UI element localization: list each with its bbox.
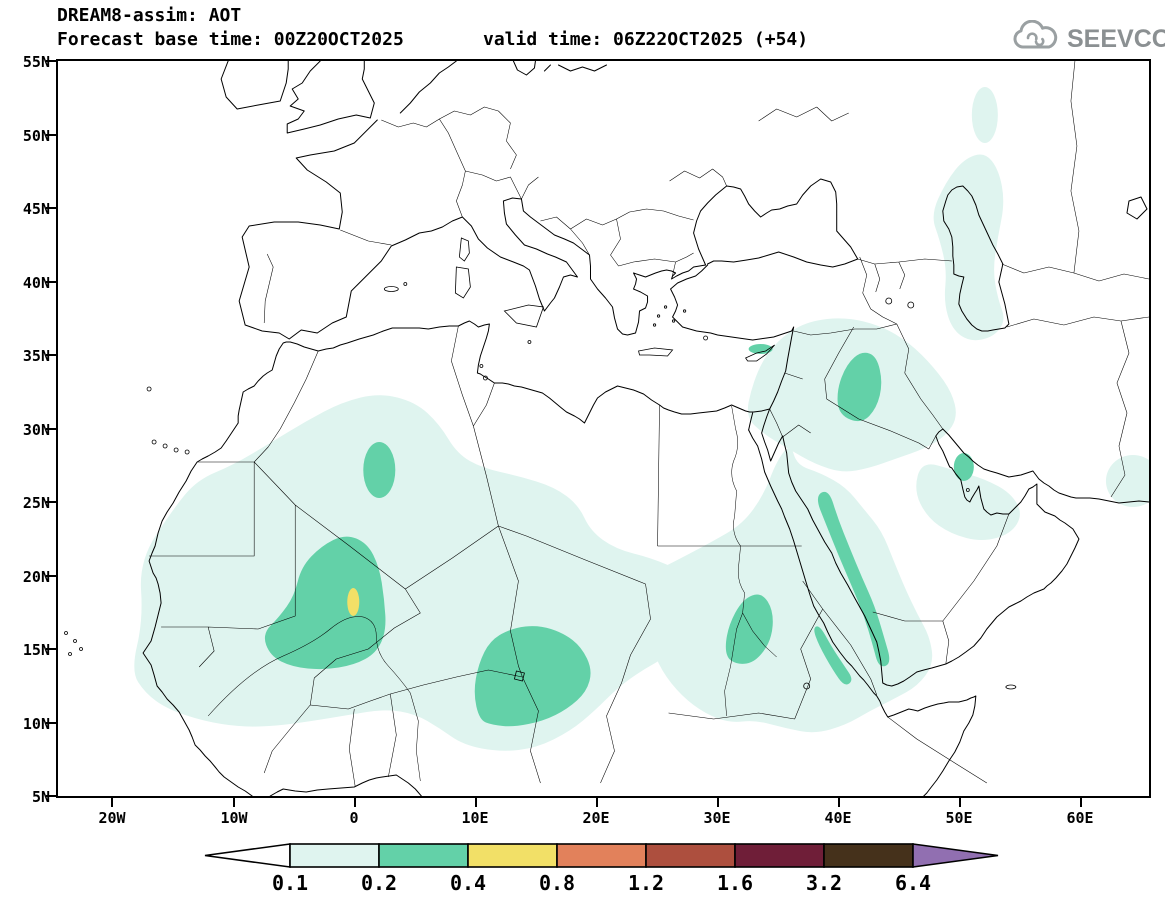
lat-tick xyxy=(46,795,56,797)
colorbar-segment xyxy=(289,843,380,868)
lat-tick xyxy=(46,575,56,577)
colorbar-label: 0.1 xyxy=(271,871,309,895)
lat-tick xyxy=(46,501,56,503)
lon-axis-label: 10E xyxy=(461,809,489,827)
lon-axis-label: 40E xyxy=(824,809,852,827)
lat-axis-label: 25N xyxy=(22,494,50,512)
aot-contour-region xyxy=(347,588,360,616)
lat-tick xyxy=(46,207,56,209)
lat-axis-label: 40N xyxy=(22,274,50,292)
aot-contour-region xyxy=(474,626,591,727)
aot-contour-region xyxy=(645,447,933,733)
rivers xyxy=(207,405,777,782)
figure-title: DREAM8-assim: AOT xyxy=(57,5,242,26)
colorbar-label: 0.2 xyxy=(360,871,398,895)
lat-axis-label: 5N xyxy=(31,788,50,806)
aot-contour-region xyxy=(916,464,1020,540)
colorbar-label: 0.4 xyxy=(449,871,487,895)
lat-axis-label: 30N xyxy=(22,421,50,439)
colorbar xyxy=(203,842,1003,873)
aot-contour-region xyxy=(814,626,852,685)
aot-filled-contours xyxy=(134,87,1149,751)
colorbar-segment xyxy=(823,843,914,868)
lon-tick xyxy=(717,798,719,807)
lat-tick xyxy=(46,60,56,62)
aot-contour-region xyxy=(953,453,974,481)
lat-tick xyxy=(46,354,56,356)
colorbar-segment xyxy=(645,843,736,868)
map-svg xyxy=(64,61,1149,796)
colorbar-segment xyxy=(378,843,469,868)
lat-tick xyxy=(46,428,56,430)
colorbar-label: 0.8 xyxy=(538,871,576,895)
colorbar-arrow-right xyxy=(912,843,999,868)
colorbar-segment xyxy=(556,843,647,868)
coastlines xyxy=(142,61,1149,796)
lat-axis-label: 20N xyxy=(22,568,50,586)
colorbar-label: 1.6 xyxy=(716,871,754,895)
colorbar-segment xyxy=(734,843,825,868)
colorbar-label: 3.2 xyxy=(805,871,843,895)
lat-axis-label: 45N xyxy=(22,200,50,218)
colorbar-segment xyxy=(467,843,558,868)
lat-axis-label: 15N xyxy=(22,641,50,659)
lat-axis-label: 10N xyxy=(22,715,50,733)
lat-axis-label: 50N xyxy=(22,127,50,145)
lon-tick xyxy=(596,798,598,807)
aot-contour-region xyxy=(363,442,396,498)
lat-tick xyxy=(46,648,56,650)
aot-contour-region xyxy=(134,395,695,751)
lon-axis-label: 20W xyxy=(98,809,126,827)
colorbar-arrow-left xyxy=(204,843,291,868)
lat-tick xyxy=(46,281,56,283)
aot-contour-region xyxy=(748,344,773,354)
lon-tick xyxy=(354,798,356,807)
lon-tick xyxy=(233,798,235,807)
lon-axis-label: 50E xyxy=(945,809,973,827)
lon-tick xyxy=(1080,798,1082,807)
logo-text: SEEVCCC xyxy=(1067,24,1165,53)
aot-contour-region xyxy=(264,536,386,670)
lat-axis-label: 55N xyxy=(22,53,50,71)
seevccc-logo: SEEVCCC xyxy=(1008,19,1165,58)
valid-time: valid time: 06Z22OCT2025 (+54) xyxy=(483,29,809,50)
lon-axis-label: 20E xyxy=(582,809,610,827)
aot-contour-region xyxy=(1105,455,1149,507)
forecast-base-time: Forecast base time: 00Z20OCT2025 xyxy=(57,29,404,50)
lat-tick xyxy=(46,134,56,136)
lon-axis-label: 10W xyxy=(220,809,248,827)
aot-contour-region xyxy=(933,154,1004,341)
lon-tick xyxy=(111,798,113,807)
lon-tick xyxy=(959,798,961,807)
lon-tick xyxy=(838,798,840,807)
map-frame xyxy=(56,59,1151,798)
islands xyxy=(64,237,1017,690)
aot-contour-region xyxy=(817,491,890,667)
lat-axis-label: 35N xyxy=(22,347,50,365)
lat-tick xyxy=(46,722,56,724)
lon-axis-label: 60E xyxy=(1066,809,1094,827)
cloud-icon xyxy=(1008,19,1062,58)
lon-axis-label: 30E xyxy=(703,809,731,827)
aot-contour-region xyxy=(725,594,773,664)
lon-tick xyxy=(475,798,477,807)
country-borders xyxy=(149,61,1149,788)
aot-contour-region xyxy=(837,352,882,422)
colorbar-label: 6.4 xyxy=(894,871,932,895)
aot-contour-region xyxy=(971,87,998,143)
lon-axis-label: 0 xyxy=(349,809,359,827)
colorbar-label: 1.2 xyxy=(627,871,665,895)
